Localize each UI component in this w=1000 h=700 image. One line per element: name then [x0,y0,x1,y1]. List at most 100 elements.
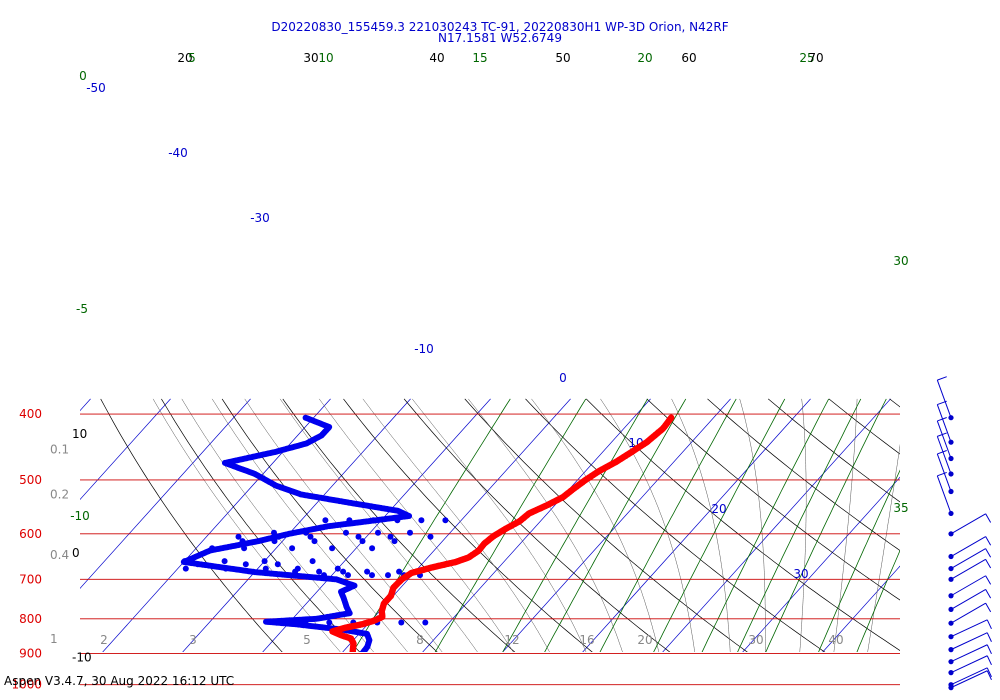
wind-barb-staff [950,667,988,686]
wind-barb-staff [950,602,986,624]
dewpoint-point [341,667,347,673]
dewpoint-point [340,568,347,575]
wind-barb-staff [950,670,988,689]
isotherm-line [502,398,731,652]
wind-barb-staff [936,475,952,514]
temperature-point [337,681,343,687]
isotherm-label: -40 [168,146,188,160]
mixing-ratio-line [737,398,862,652]
wind-barb-staff [936,453,952,492]
wind-barb-staff [936,436,952,475]
moist-adiabat-line [739,398,766,652]
temperature-point [338,668,344,674]
temperature-point [347,654,353,660]
mixing-ratio-line [544,398,687,652]
dewpoint-point [326,675,332,681]
dry-adiabat-line [585,398,900,651]
dewpoint-point [360,649,366,652]
dewpoint-point [347,663,353,669]
dewpoint-point [359,538,366,545]
wind-barb-staff [950,513,986,535]
dewpoint-point [351,660,357,666]
dry-adiabat-line [464,398,748,652]
dewpoint-point [396,568,403,575]
temperature-point [342,682,348,688]
dewpoint-point [307,533,314,540]
temperature-point [340,665,346,671]
dewpoint-point [289,545,296,552]
chart-title: D20220830_155459.3 221030243 TC-91, 2022… [271,20,729,34]
dewpoint-point [340,668,346,674]
wind-barb-staff [950,619,988,638]
dry-adiabat-line [950,399,1000,699]
dewpoint-point [346,517,353,524]
wind-barb-dot [948,620,954,626]
dewpoint-point [320,677,326,683]
dewpoint-point [385,572,391,579]
top-axis-label: 15 [472,51,487,65]
isotherm-line [860,399,1000,699]
dewpoint-point [370,517,377,524]
top-axis-label: 30 [303,51,318,65]
mixing-ratio-label: 8 [416,633,424,647]
isotherm-label: -10 [414,342,434,356]
dewpoint-point [369,572,375,579]
isotherm-line [80,398,171,501]
mixing-ratio-line [599,398,737,652]
dewpoint-point [334,565,341,572]
wind-barb-feather [937,471,947,477]
temperature-point [334,672,340,678]
wind-barb-staff [950,632,988,651]
dewpoint-point [235,533,242,540]
dewpoint-point [262,565,269,572]
pressure-label: 700 [19,572,42,586]
mixing-ratio-label: 40 [828,633,843,647]
dewpoint-point [300,685,306,691]
wind-barb-feather [985,536,992,546]
dewpoint-point [407,529,413,536]
dewpoint-point [275,533,282,540]
top-axis-label: 20 [637,51,652,65]
temperature-point [344,659,350,665]
dewpoint-point [336,670,342,676]
wind-barb-staff [936,404,952,443]
dewpoint-point [398,619,405,626]
moist-adiabat-line [244,398,443,652]
wind-barb-feather [985,513,992,523]
wind-barb-dot [948,659,954,665]
temperature-point [335,671,341,677]
dewpoint-point [194,561,201,568]
dewpoint-point [323,676,329,682]
dewpoint-point [311,681,317,687]
mixing-ratio-line [653,398,786,652]
height-label: 10 [72,427,87,441]
temperature-point [353,685,359,691]
wind-barb-feather [986,619,992,630]
pressure-label: 1000 [11,678,42,692]
dewpoint-point [261,558,268,565]
dry-adiabat-line [646,398,900,601]
adiabat-label: -10 [70,509,90,523]
height-label: 0.2 [50,487,69,501]
sounding-traces [180,414,675,691]
wind-barbs [936,376,992,691]
dewpoint-point [387,533,394,540]
dewpoint-point [304,683,310,689]
moist-adiabat-line [867,443,900,652]
isotherm-line [182,398,411,652]
dewpoint-point [442,517,449,524]
dewpoint-point [221,558,228,565]
dewpoint-point [391,538,398,545]
wind-barb-staff [936,420,952,459]
moist-adiabat-lines [152,398,900,652]
dewpoint-point [318,678,324,684]
dry-adiabat-lines [100,398,1000,699]
dry-adiabat-line [707,398,900,551]
dewpoint-point [342,666,348,672]
mixing-ratio-label: 12 [504,633,519,647]
dewpoint-point [326,619,333,626]
wind-barb-feather [985,548,992,558]
dewpoint-point [329,674,335,680]
isotherm-label: 30 [793,567,808,581]
dewpoint-point [274,561,281,568]
